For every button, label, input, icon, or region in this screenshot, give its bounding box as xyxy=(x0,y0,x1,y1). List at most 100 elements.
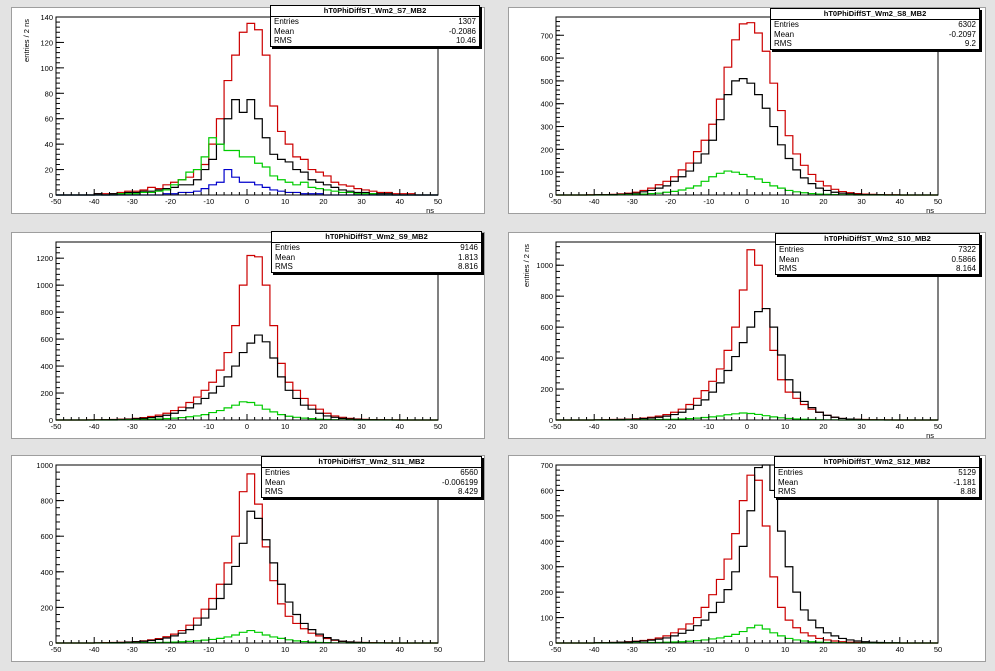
x-tick-label: -40 xyxy=(589,422,600,431)
x-tick-label: -10 xyxy=(203,422,214,431)
stat-row-entries: Entries 1307 xyxy=(271,17,479,27)
x-tick-label: 10 xyxy=(281,645,289,654)
series-black-line xyxy=(556,307,938,421)
x-axis-title: ns xyxy=(426,206,434,213)
x-tick-label: 0 xyxy=(245,197,249,206)
x-tick-label: 20 xyxy=(319,422,327,431)
stat-value: 8.429 xyxy=(457,487,478,496)
x-tick-label: 10 xyxy=(781,422,789,431)
x-tick-label: 30 xyxy=(357,422,365,431)
y-tick-label: 1000 xyxy=(36,461,53,470)
y-tick-label: 100 xyxy=(540,168,553,177)
x-tick-label: 50 xyxy=(434,645,442,654)
y-tick-label: 600 xyxy=(540,323,553,332)
stat-value: 5129 xyxy=(958,468,976,477)
y-tick-label: 0 xyxy=(49,416,53,425)
stat-label: Entries xyxy=(275,243,300,252)
x-tick-label: -20 xyxy=(165,422,176,431)
stat-value: 9.2 xyxy=(964,39,976,48)
x-tick-label: -40 xyxy=(89,645,100,654)
series-total-line xyxy=(556,474,938,644)
series-black-line xyxy=(56,334,438,421)
y-tick-label: 400 xyxy=(540,537,553,546)
pad-s8: -50 -40 -30 -20 -10 0 10 20 30 40 50 0 100 200 300 400 5… xyxy=(508,7,986,214)
x-tick-label: 0 xyxy=(745,422,749,431)
y-tick-label: 500 xyxy=(540,512,553,521)
y-tick-label: 300 xyxy=(540,563,553,572)
x-tick-label: 20 xyxy=(819,645,827,654)
y-tick-label: 300 xyxy=(540,123,553,132)
stat-value: 8.816 xyxy=(457,262,478,271)
stat-label: RMS xyxy=(274,36,292,45)
histogram-svg: -50 -40 -30 -20 -10 0 10 20 30 40 50 0 20 40 60 80 100 12… xyxy=(22,13,442,213)
stat-value: 7322 xyxy=(958,245,976,254)
y-tick-label: 400 xyxy=(40,362,53,371)
x-tick-label: 20 xyxy=(819,422,827,431)
stat-label: RMS xyxy=(275,262,293,271)
stat-label: RMS xyxy=(779,264,797,273)
histogram-title: hT0PhiDiffST_Wm2_S9_MB2 xyxy=(272,232,481,243)
y-tick-label: 600 xyxy=(540,486,553,495)
y-tick-label: 0 xyxy=(549,639,553,648)
series-black-line xyxy=(56,99,438,196)
stats-box: hT0PhiDiffST_Wm2_S12_MB2 Entries 5129 Mean -… xyxy=(774,456,980,498)
x-tick-label: -50 xyxy=(551,197,562,206)
histogram-svg: -50 -40 -30 -20 -10 0 10 20 30 40 50 0 200 400 600 800 1… xyxy=(36,241,442,431)
y-tick-label: 1000 xyxy=(36,281,53,290)
y-tick-label: 700 xyxy=(540,461,553,470)
x-tick-label: -50 xyxy=(51,422,62,431)
stat-label: RMS xyxy=(265,487,283,496)
x-tick-label: 30 xyxy=(357,197,365,206)
histogram-title: hT0PhiDiffST_Wm2_S10_MB2 xyxy=(776,234,979,245)
x-tick-label: -30 xyxy=(127,422,138,431)
y-tick-label: 20 xyxy=(45,166,53,175)
x-tick-label: 50 xyxy=(934,197,942,206)
y-tick-label: 0 xyxy=(549,191,553,200)
histogram-svg: -50 -40 -30 -20 -10 0 10 20 30 40 50 0 200 400 600 800 1… xyxy=(36,461,442,654)
x-tick-label: -10 xyxy=(703,422,714,431)
x-tick-label: 40 xyxy=(896,422,904,431)
x-tick-label: 40 xyxy=(396,645,404,654)
y-tick-label: 140 xyxy=(40,13,53,22)
series-black-line xyxy=(556,78,938,196)
stats-box: hT0PhiDiffST_Wm2_S10_MB2 Entries 7322 Mean 0… xyxy=(775,233,980,275)
x-tick-label: 10 xyxy=(281,197,289,206)
stat-label: Mean xyxy=(774,29,795,39)
x-tick-label: 0 xyxy=(245,645,249,654)
x-tick-label: 10 xyxy=(781,645,789,654)
x-tick-label: -20 xyxy=(665,197,676,206)
x-tick-label: -50 xyxy=(551,422,562,431)
stat-label: Mean xyxy=(274,26,295,36)
y-tick-label: 800 xyxy=(540,292,553,301)
stat-row-mean: Mean 1.813 xyxy=(272,253,481,263)
stat-row-rms: RMS 9.2 xyxy=(771,39,979,49)
x-tick-label: 40 xyxy=(896,197,904,206)
stat-row-rms: RMS 10.46 xyxy=(271,36,479,46)
x-tick-label: 0 xyxy=(745,197,749,206)
x-tick-label: -30 xyxy=(127,645,138,654)
x-tick-label: -20 xyxy=(165,645,176,654)
y-axis-title: entries / 2 ns xyxy=(22,19,31,62)
x-tick-label: 20 xyxy=(319,197,327,206)
x-tick-label: 50 xyxy=(934,422,942,431)
x-tick-label: 50 xyxy=(934,645,942,654)
y-tick-label: 800 xyxy=(40,497,53,506)
y-tick-label: 200 xyxy=(540,385,553,394)
stats-box: hT0PhiDiffST_Wm2_S8_MB2 Entries 6302 Mean -0… xyxy=(770,8,980,50)
stat-row-mean: Mean -0.2097 xyxy=(771,30,979,40)
pad-s12: -50 -40 -30 -20 -10 0 10 20 30 40 50 0 100 200 300 400 5… xyxy=(508,455,986,662)
y-tick-label: 120 xyxy=(40,38,53,47)
stat-value: 1.813 xyxy=(457,252,478,262)
x-tick-label: 0 xyxy=(245,422,249,431)
series-black-line xyxy=(56,510,438,644)
y-tick-label: 800 xyxy=(40,308,53,317)
stat-value: 9146 xyxy=(460,243,478,252)
y-tick-label: 500 xyxy=(540,77,553,86)
x-tick-label: -30 xyxy=(627,422,638,431)
x-tick-label: -40 xyxy=(89,197,100,206)
stat-label: Mean xyxy=(275,252,296,262)
x-tick-label: -30 xyxy=(627,645,638,654)
stat-value: 6560 xyxy=(460,468,478,477)
stat-label: Entries xyxy=(265,468,290,477)
y-tick-label: 700 xyxy=(540,31,553,40)
